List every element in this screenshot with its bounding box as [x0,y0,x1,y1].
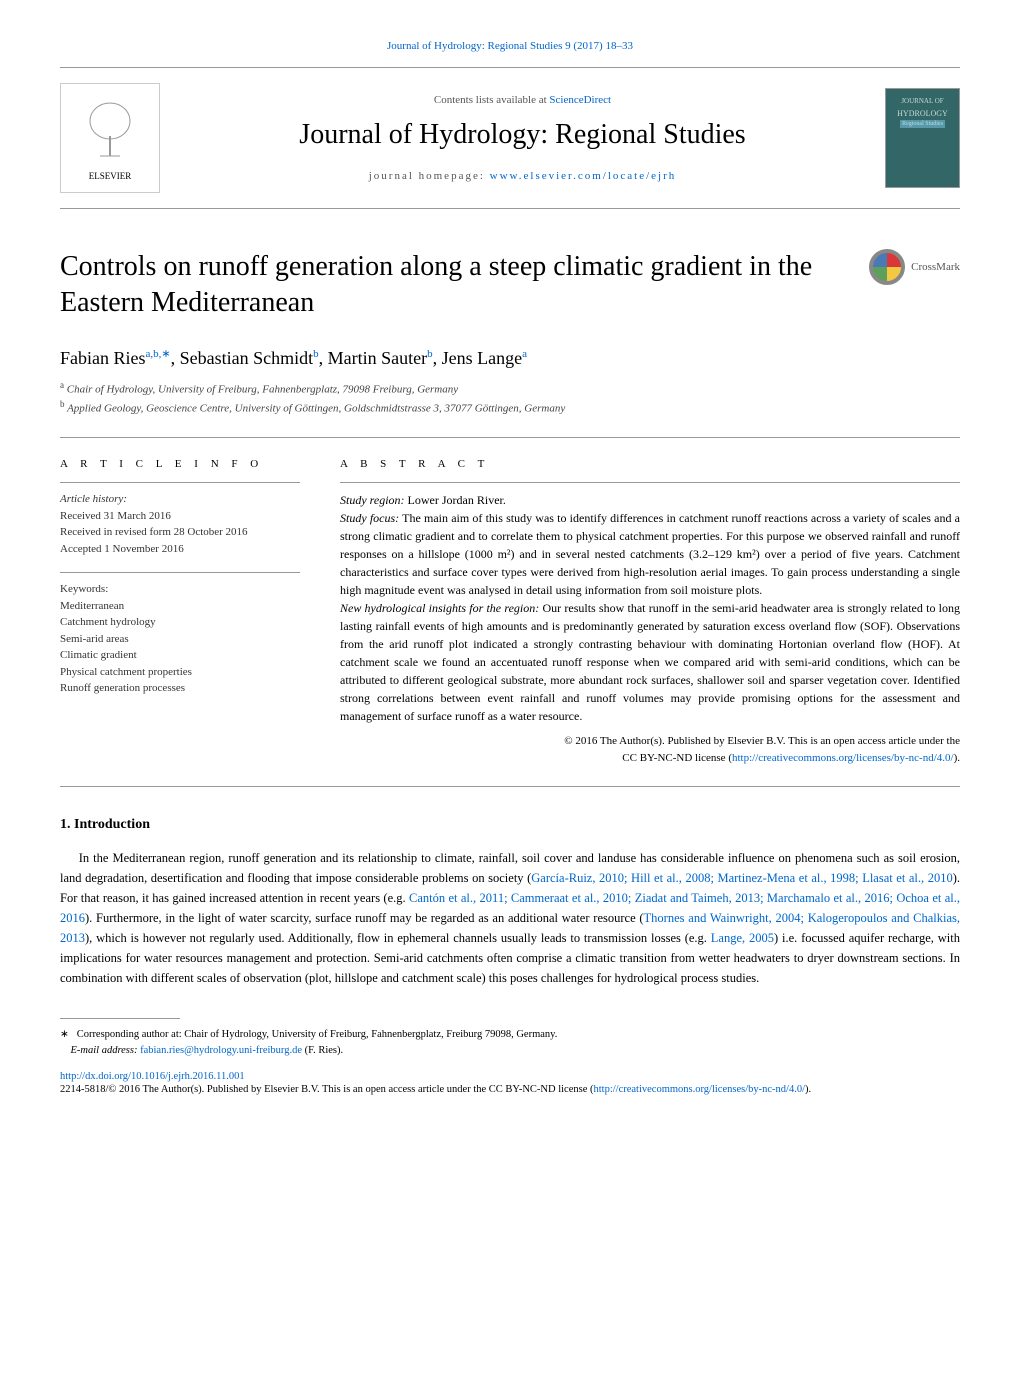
study-region-label: Study region: [340,493,405,507]
article-title: Controls on runoff generation along a st… [60,249,849,322]
email-name: (F. Ries). [305,1045,344,1056]
study-focus-label: Study focus: [340,511,399,525]
author-name: Martin Sauter [328,348,427,368]
author-affil-sup: a [522,348,527,360]
journal-cover-thumbnail: JOURNAL OF HYDROLOGY Regional Studies [885,88,960,188]
abstract-copyright: © 2016 The Author(s). Published by Elsev… [340,733,960,766]
corr-marker: ∗ [60,1029,69,1040]
affiliation-text: Applied Geology, Geoscience Centre, Univ… [67,403,565,415]
keywords-block: Keywords: MediterraneanCatchment hydrolo… [60,572,300,697]
journal-reference: Journal of Hydrology: Regional Studies 9… [60,40,960,52]
elsevier-logo: ELSEVIER [60,83,160,193]
affiliations: a Chair of Hydrology, University of Frei… [60,379,960,417]
intro-paragraph: In the Mediterranean region, runoff gene… [60,848,960,988]
history-line: Received in revised form 28 October 2016 [60,524,300,541]
footnote-separator [60,1018,180,1019]
keyword: Runoff generation processes [60,680,300,697]
citation-link-4[interactable]: Lange, 2005 [711,931,774,945]
title-row: Controls on runoff generation along a st… [60,249,960,322]
history-line: Accepted 1 November 2016 [60,541,300,558]
contents-prefix: Contents lists available at [434,94,549,106]
homepage-link[interactable]: www.elsevier.com/locate/ejrh [490,170,677,182]
divider [60,786,960,787]
elsevier-tree-icon [80,96,140,166]
authors-line: Fabian Riesa,b,∗, Sebastian Schmidtb, Ma… [60,347,960,369]
divider [60,437,960,438]
journal-header: ELSEVIER Contents lists available at Sci… [60,67,960,209]
abstract-column: A B S T R A C T Study region: Lower Jord… [340,458,960,766]
cover-title: HYDROLOGY [890,109,955,118]
intro-text-3: ). Furthermore, in the light of water sc… [85,911,644,925]
article-info-heading: A R T I C L E I N F O [60,458,300,470]
header-center: Contents lists available at ScienceDirec… [160,94,885,182]
author-affil-sup: b [427,348,433,360]
homepage-prefix: journal homepage: [369,170,490,182]
abstract-heading: A B S T R A C T [340,458,960,470]
homepage-line: journal homepage: www.elsevier.com/locat… [180,170,865,182]
author-name: Sebastian Schmidt [180,348,314,368]
copyright-prefix: CC BY-NC-ND license ( [622,752,732,764]
article-history-block: Article history: Received 31 March 2016R… [60,482,300,557]
bottom-text-2: ). [805,1084,811,1095]
keyword: Climatic gradient [60,647,300,664]
corresponding-author-footnote: ∗ Corresponding author at: Chair of Hydr… [60,1027,960,1059]
info-abstract-row: A R T I C L E I N F O Article history: R… [60,458,960,766]
crossmark-badge[interactable]: CrossMark [869,249,960,285]
keyword: Physical catchment properties [60,664,300,681]
section-1-heading: 1. Introduction [60,817,960,833]
contents-available: Contents lists available at ScienceDirec… [180,94,865,106]
doi-link[interactable]: http://dx.doi.org/10.1016/j.ejrh.2016.11… [60,1071,245,1082]
elsevier-label: ELSEVIER [89,171,132,181]
intro-text-4: ), which is however not regularly used. … [85,931,711,945]
copyright-line-1: © 2016 The Author(s). Published by Elsev… [564,735,960,747]
crossmark-icon [869,249,905,285]
sciencedirect-link[interactable]: ScienceDirect [549,94,611,106]
keywords-label: Keywords: [60,581,300,598]
history-line: Received 31 March 2016 [60,508,300,525]
copyright-suffix: ). [954,752,960,764]
keyword: Mediterranean [60,598,300,615]
journal-name: Journal of Hydrology: Regional Studies [180,118,865,152]
author-affil-sup: b [313,348,319,360]
keyword: Catchment hydrology [60,614,300,631]
history-label: Article history: [60,491,300,508]
insights-label: New hydrological insights for the region… [340,601,539,615]
author-name: Fabian Ries [60,348,146,368]
author-affil-sup: a,b,∗ [146,348,171,360]
author-name: Jens Lange [442,348,522,368]
keyword: Semi-arid areas [60,631,300,648]
license-link[interactable]: http://creativecommons.org/licenses/by-n… [732,752,954,764]
affiliation-text: Chair of Hydrology, University of Freibu… [67,383,458,395]
crossmark-label: CrossMark [911,261,960,273]
study-region-text: Lower Jordan River. [408,493,506,507]
corr-text: Corresponding author at: Chair of Hydrol… [77,1029,558,1040]
abstract-text: Study region: Lower Jordan River. Study … [340,482,960,725]
doi-line: http://dx.doi.org/10.1016/j.ejrh.2016.11… [60,1071,960,1082]
article-info-column: A R T I C L E I N F O Article history: R… [60,458,300,766]
bottom-license-link[interactable]: http://creativecommons.org/licenses/by-n… [593,1084,805,1095]
email-label: E-mail address: [71,1045,138,1056]
email-link[interactable]: fabian.ries@hydrology.uni-freiburg.de [140,1045,302,1056]
study-focus-text: The main aim of this study was to identi… [340,511,960,597]
citation-link-1[interactable]: García-Ruiz, 2010; Hill et al., 2008; Ma… [531,871,952,885]
bottom-copyright: 2214-5818/© 2016 The Author(s). Publishe… [60,1082,960,1098]
insights-text: Our results show that runoff in the semi… [340,601,960,723]
journal-reference-link[interactable]: Journal of Hydrology: Regional Studies 9… [387,40,633,52]
bottom-text-1: 2214-5818/© 2016 The Author(s). Publishe… [60,1084,593,1095]
